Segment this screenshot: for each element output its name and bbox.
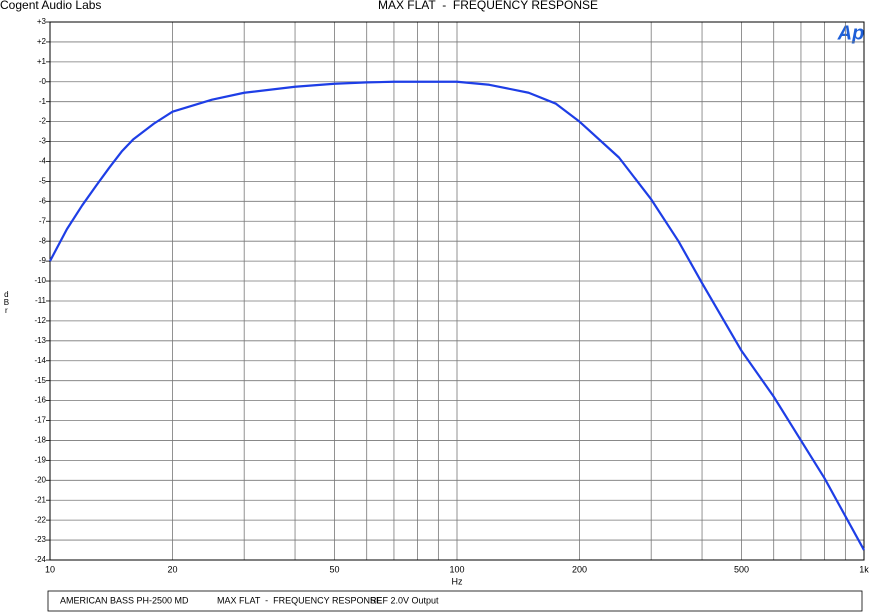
y-tick-label: -22 [34, 515, 46, 524]
y-tick-label: +1 [37, 57, 47, 66]
y-tick-label: -19 [34, 455, 46, 464]
x-axis-label: Hz [452, 576, 463, 586]
y-tick-label: -7 [39, 216, 47, 225]
y-axis-label: dBr [2, 290, 11, 314]
y-tick-label: -12 [34, 316, 46, 325]
x-tick-label: 500 [734, 564, 749, 574]
x-tick-label: 50 [329, 564, 339, 574]
y-tick-label: -23 [34, 535, 46, 544]
y-tick-label: -6 [39, 196, 47, 205]
line-series [49, 80, 865, 551]
y-tick-label: -24 [34, 555, 46, 564]
y-tick-label: -9 [39, 256, 47, 265]
y-tick-label: -17 [34, 416, 46, 425]
y-tick-label: -0 [39, 77, 47, 86]
header-left: Cogent Audio Labs [0, 0, 101, 12]
y-tick-label: -8 [39, 236, 47, 245]
y-tick-label: -13 [34, 336, 46, 345]
y-tick-label: +3 [37, 17, 47, 26]
y-tick-label: -11 [35, 296, 47, 305]
y-tick-label: -10 [34, 276, 46, 285]
x-tick-label: 200 [572, 564, 587, 574]
y-tick-label: +2 [37, 37, 47, 46]
x-tick-label: 20 [168, 564, 178, 574]
x-tick-label: 100 [449, 564, 464, 574]
y-tick-label: -14 [34, 356, 46, 365]
y-tick-label: -15 [34, 376, 46, 385]
x-tick-label: 10 [45, 564, 55, 574]
footer-text: AMERICAN BASS PH-2500 MD [60, 595, 189, 605]
logo: Ap [837, 22, 865, 44]
plot-frame [49, 21, 865, 561]
footer-box [47, 590, 863, 612]
y-tick-label: -21 [34, 495, 46, 504]
y-tick-label: -20 [34, 475, 46, 484]
y-tick-label: -3 [39, 137, 47, 146]
x-tick-label: 1k [859, 564, 869, 574]
footer-text: REF 2.0V Output [370, 595, 439, 605]
y-tick-label: -16 [34, 396, 46, 405]
y-tick-label: -1 [39, 97, 47, 106]
footer-text: MAX FLAT - FREQUENCY RESPONSE [217, 595, 382, 605]
chart-title: MAX FLAT - FREQUENCY RESPONSE [378, 0, 598, 12]
y-tick-label: -18 [34, 436, 46, 445]
y-tick-label: -5 [39, 177, 47, 186]
y-tick-label: -2 [39, 117, 47, 126]
y-tick-label: -4 [39, 157, 47, 166]
